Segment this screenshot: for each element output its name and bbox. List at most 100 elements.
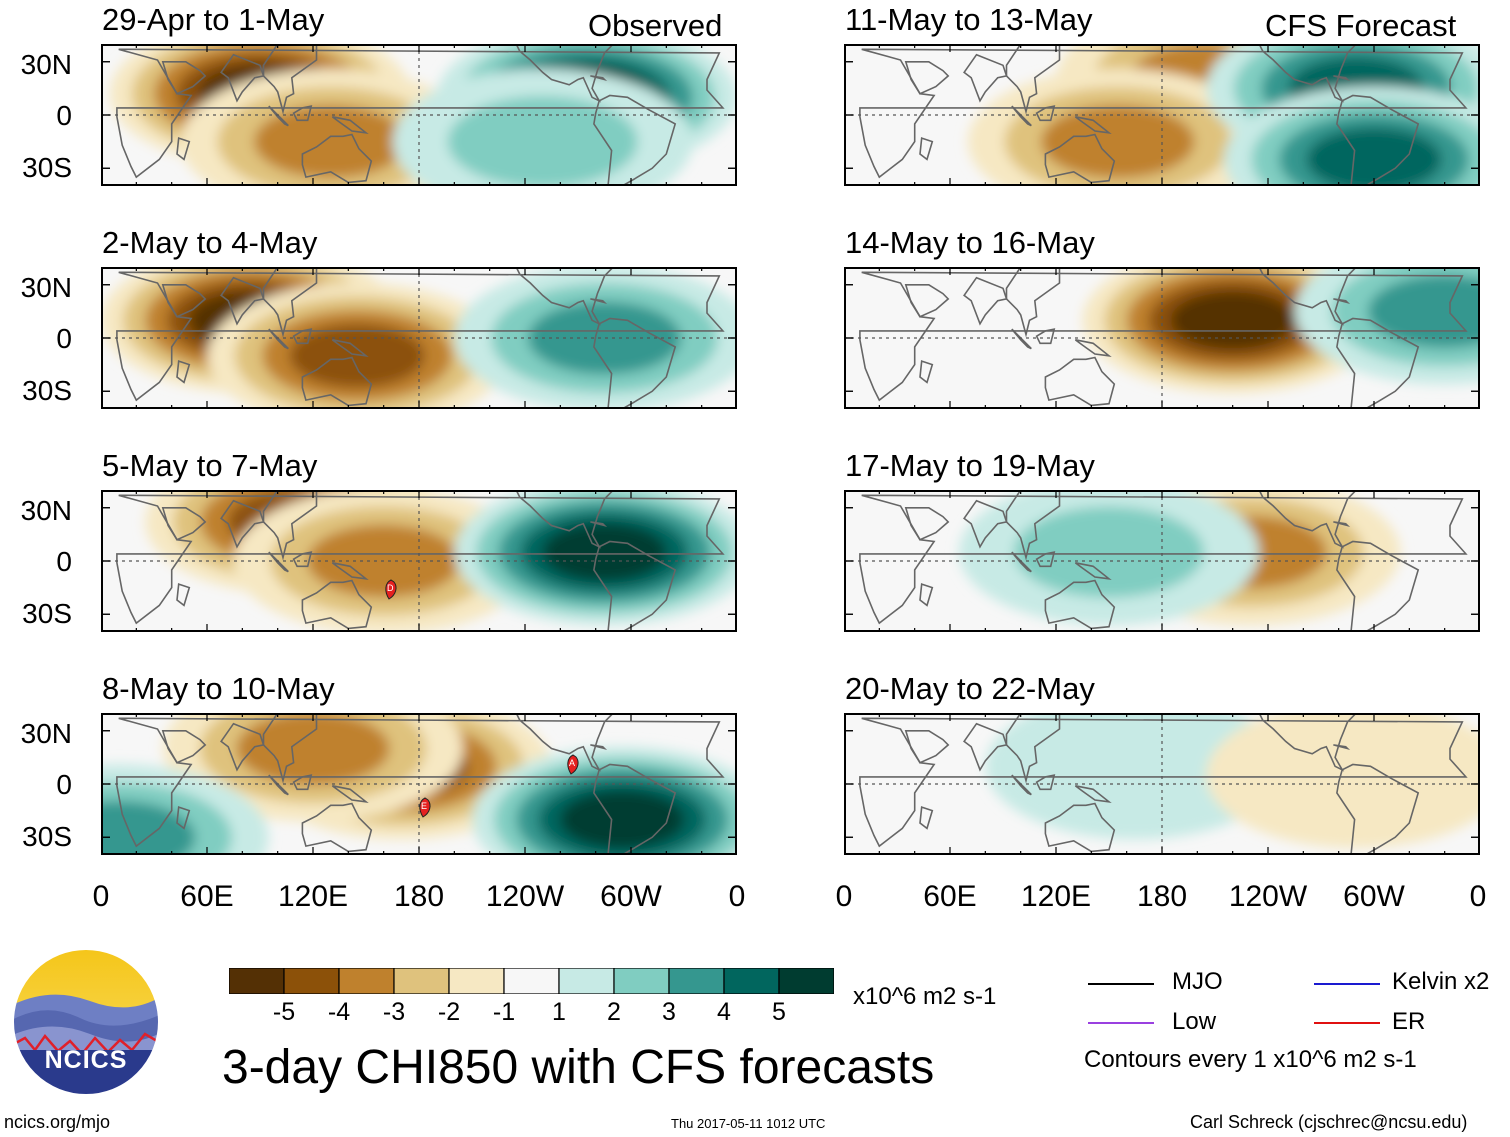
lon-label: 120E	[277, 880, 349, 913]
coastline	[331, 116, 369, 134]
map-panel-obs-4	[101, 713, 737, 855]
coastline	[962, 499, 1008, 549]
panel-title-obs-1: 29-Apr to 1-May	[102, 2, 325, 37]
coastline	[176, 137, 191, 161]
anomaly-contour	[1306, 127, 1442, 186]
coastline	[1336, 317, 1420, 409]
coastline	[919, 360, 934, 384]
logo-text: NCICS	[44, 1046, 128, 1074]
coastline	[1336, 94, 1420, 186]
lat-label: 30N	[20, 272, 72, 303]
lon-label: 60W	[1343, 880, 1405, 913]
coastline	[1005, 713, 1061, 784]
colorbar-tick: 1	[552, 998, 566, 1026]
coastline	[1005, 267, 1061, 338]
anomaly-contour	[101, 800, 196, 855]
coastline	[176, 806, 191, 830]
coastline	[176, 583, 191, 607]
coastline	[919, 137, 934, 161]
forecast-label: CFS Forecast	[1265, 8, 1457, 43]
colorbar-units: x10^6 m2 s-1	[853, 983, 997, 1010]
coastline	[301, 579, 373, 630]
coastline	[292, 105, 313, 122]
coastline	[268, 774, 289, 796]
lon-label: 0	[1469, 880, 1487, 913]
lon-label: 60E	[180, 880, 234, 913]
footer-url[interactable]: ncics.org/mjo	[4, 1112, 111, 1132]
coastline	[1044, 579, 1116, 630]
map-frame	[101, 44, 737, 186]
coastline	[515, 490, 615, 549]
coastline	[1035, 551, 1056, 568]
coastline	[116, 48, 725, 179]
colorbar-tick: -5	[272, 998, 296, 1026]
colorbar-tick: -3	[382, 998, 406, 1026]
coastline	[1074, 339, 1112, 357]
coastline	[1333, 298, 1351, 304]
lon-label: 0	[92, 880, 110, 913]
coastline	[590, 75, 608, 81]
storm-marker: E	[416, 797, 434, 819]
storm-marker-label: E	[421, 801, 428, 811]
panel-title-obs-4: 8-May to 10-May	[102, 671, 335, 706]
coastline	[331, 562, 369, 580]
map-panel-fc-1	[844, 44, 1480, 186]
coastline	[1333, 75, 1351, 81]
coastline	[262, 713, 318, 784]
colorbar-swatch	[558, 968, 615, 994]
anomaly-contour	[289, 324, 425, 388]
colorbar-tick: 5	[772, 998, 786, 1026]
coastline	[1074, 785, 1112, 803]
coastline	[268, 551, 289, 573]
coastline	[590, 298, 608, 304]
coastline	[161, 730, 207, 764]
coastline	[859, 717, 1468, 848]
map-panel-obs-3	[101, 490, 737, 632]
coastline	[301, 356, 373, 407]
ncics-logo: NCICS	[10, 946, 162, 1098]
anomaly-contour	[447, 96, 638, 186]
coastline	[962, 53, 1008, 103]
coastline	[590, 744, 608, 750]
anomaly-contour	[236, 713, 390, 785]
coastline	[1035, 774, 1056, 791]
panel-title-fc-1: 11-May to 13-May	[845, 2, 1093, 37]
colorbar-swatch	[723, 968, 780, 994]
legend-line-mjo	[1088, 983, 1154, 985]
map-frame	[844, 44, 1480, 186]
map-panel-fc-4	[844, 713, 1480, 855]
anomaly-contour	[1368, 275, 1480, 348]
coastline	[1336, 540, 1420, 632]
colorbar-tick: 2	[607, 998, 621, 1026]
lat-label: 30N	[20, 718, 72, 749]
coastline	[1044, 356, 1116, 407]
lon-label: 0	[835, 880, 853, 913]
anomaly-contour	[527, 301, 682, 375]
panel-title-obs-3: 5-May to 7-May	[102, 448, 318, 483]
panel-title-fc-4: 20-May to 22-May	[845, 671, 1095, 706]
legend-label-low: Low	[1172, 1008, 1217, 1035]
coastline	[1011, 774, 1032, 796]
anomaly-contour	[542, 523, 667, 582]
coastline	[859, 494, 1468, 625]
coastline	[1333, 744, 1351, 750]
lat-label: 30S	[22, 152, 72, 183]
coastline	[1044, 802, 1116, 853]
lon-label: 180	[1136, 880, 1188, 913]
lat-label: 0	[56, 323, 72, 354]
lat-label: 0	[56, 546, 72, 577]
lon-label: 120W	[1228, 880, 1308, 913]
main-title: 3-day CHI850 with CFS forecasts	[222, 1041, 935, 1094]
map-frame	[101, 490, 737, 632]
coastline	[1035, 105, 1056, 122]
coastline	[301, 802, 373, 853]
map-frame	[844, 713, 1480, 855]
panel-title-fc-2: 14-May to 16-May	[845, 225, 1095, 260]
coastline	[331, 785, 369, 803]
coastline	[962, 276, 1008, 326]
coastline	[292, 774, 313, 791]
coastline	[593, 540, 677, 632]
lat-label: 0	[56, 100, 72, 131]
legend-line-low	[1088, 1022, 1154, 1024]
coastline	[219, 722, 265, 772]
